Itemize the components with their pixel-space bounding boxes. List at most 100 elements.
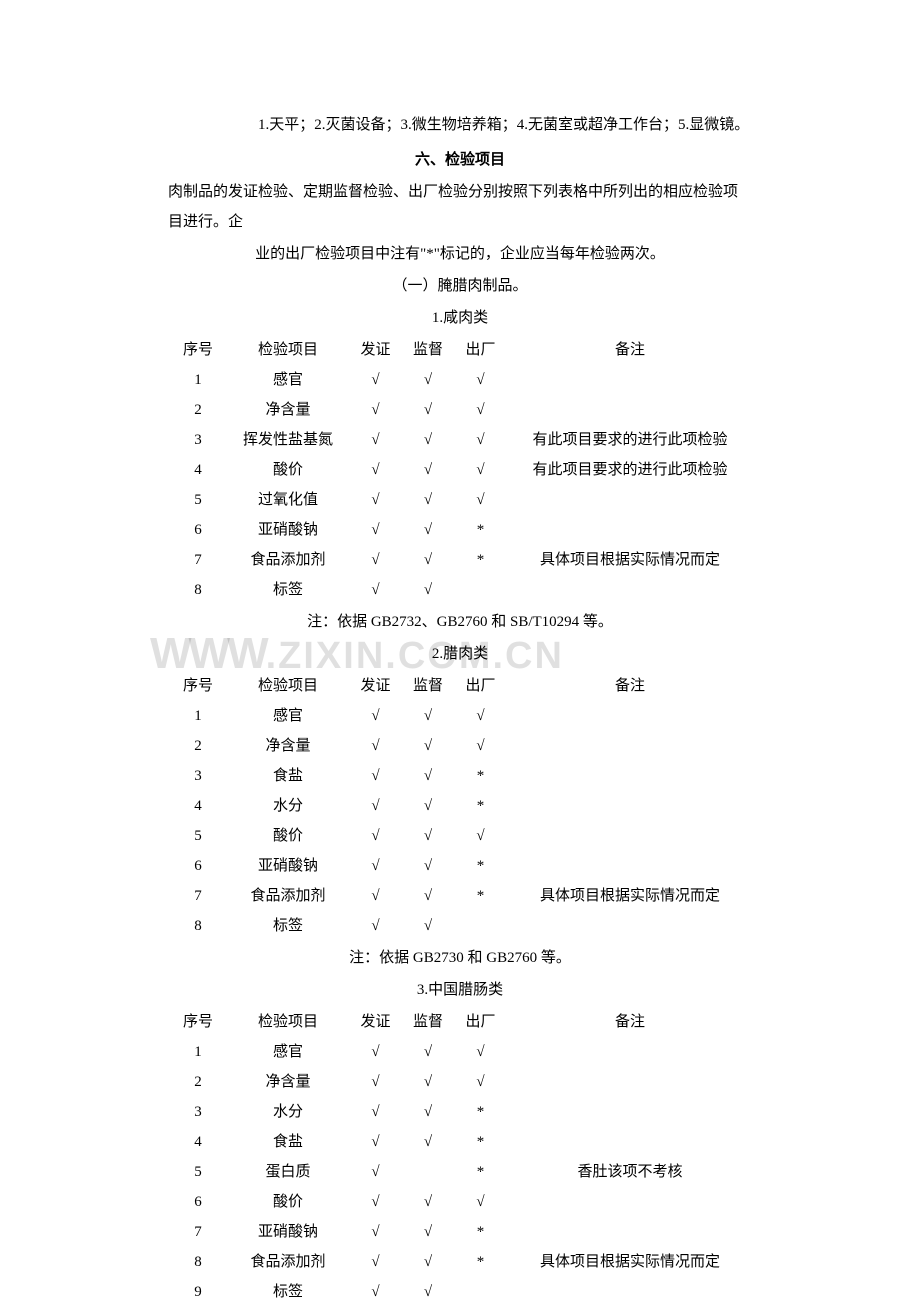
table-row: 6亚硝酸钠√√*: [168, 851, 752, 881]
table-row: 5过氧化值√√√: [168, 485, 752, 515]
table-cell: 5: [168, 1157, 228, 1187]
table-cell: 净含量: [228, 395, 348, 425]
table-cell: 8: [168, 1247, 228, 1277]
table-cell: [508, 791, 752, 821]
table-cell: 6: [168, 515, 228, 545]
table-cell: 食盐: [228, 761, 348, 791]
col-header: 发证: [348, 1007, 403, 1037]
col-header: 发证: [348, 671, 403, 701]
table-cell: √: [453, 485, 508, 515]
table-row: 7食品添加剂√√*具体项目根据实际情况而定: [168, 881, 752, 911]
equipment-list: 1.天平；2.灭菌设备；3.微生物培养箱；4.无菌室或超净工作台；5.显微镜。: [168, 110, 752, 140]
table-cell: 2: [168, 731, 228, 761]
table-cell: √: [453, 455, 508, 485]
table-row: 1感官√√√: [168, 365, 752, 395]
table-cell: √: [403, 1127, 453, 1157]
table-row: 4酸价√√√有此项目要求的进行此项检验: [168, 455, 752, 485]
table-row: 3食盐√√*: [168, 761, 752, 791]
table-cell: 8: [168, 575, 228, 605]
table-cell: √: [453, 1187, 508, 1217]
table2: 序号 检验项目 发证 监督 出厂 备注 1感官√√√2净含量√√√3食盐√√*4…: [168, 671, 752, 941]
table-header-row: 序号 检验项目 发证 监督 出厂 备注: [168, 1007, 752, 1037]
table-cell: √: [348, 1187, 403, 1217]
table-cell: √: [348, 485, 403, 515]
table-cell: √: [453, 821, 508, 851]
table-cell: [508, 911, 752, 941]
table-cell: 2: [168, 1067, 228, 1097]
table-cell: √: [403, 1067, 453, 1097]
table-cell: [508, 851, 752, 881]
table-cell: 有此项目要求的进行此项检验: [508, 455, 752, 485]
table-cell: √: [348, 545, 403, 575]
table-cell: √: [403, 1247, 453, 1277]
table-cell: 食品添加剂: [228, 1247, 348, 1277]
table-cell: √: [403, 1187, 453, 1217]
table-header-row: 序号 检验项目 发证 监督 出厂 备注: [168, 335, 752, 365]
table-cell: *: [453, 1127, 508, 1157]
col-header: 序号: [168, 1007, 228, 1037]
table-cell: √: [348, 761, 403, 791]
table-cell: √: [348, 455, 403, 485]
table-cell: √: [403, 911, 453, 941]
table-cell: [508, 1127, 752, 1157]
col-header: 监督: [403, 1007, 453, 1037]
table-cell: 1: [168, 701, 228, 731]
table-cell: 感官: [228, 701, 348, 731]
table-cell: 5: [168, 485, 228, 515]
table-cell: √: [403, 821, 453, 851]
table-cell: *: [453, 1247, 508, 1277]
table-row: 8标签√√: [168, 911, 752, 941]
table-row: 2净含量√√√: [168, 731, 752, 761]
table-cell: √: [453, 731, 508, 761]
table-row: 5酸价√√√: [168, 821, 752, 851]
table-cell: [508, 365, 752, 395]
table1: 序号 检验项目 发证 监督 出厂 备注 1感官√√√2净含量√√√3挥发性盐基氮…: [168, 335, 752, 605]
table-row: 9标签√√: [168, 1277, 752, 1307]
table-cell: √: [403, 731, 453, 761]
table-cell: √: [403, 1277, 453, 1307]
table-cell: [453, 911, 508, 941]
table-cell: [508, 821, 752, 851]
table-cell: 感官: [228, 1037, 348, 1067]
table-cell: 亚硝酸钠: [228, 851, 348, 881]
col-header: 检验项目: [228, 1007, 348, 1037]
col-header: 监督: [403, 335, 453, 365]
table-cell: 水分: [228, 1097, 348, 1127]
table-cell: 7: [168, 1217, 228, 1247]
table-cell: √: [348, 701, 403, 731]
table-cell: √: [403, 545, 453, 575]
table-cell: [508, 701, 752, 731]
table-cell: √: [403, 701, 453, 731]
table-cell: √: [453, 1067, 508, 1097]
col-header: 出厂: [453, 1007, 508, 1037]
table-cell: √: [348, 1037, 403, 1067]
table-cell: *: [453, 881, 508, 911]
table-cell: 标签: [228, 911, 348, 941]
table-cell: √: [403, 455, 453, 485]
table-cell: 4: [168, 455, 228, 485]
col-header: 检验项目: [228, 671, 348, 701]
table-cell: 过氧化值: [228, 485, 348, 515]
table-cell: √: [403, 575, 453, 605]
table-cell: 4: [168, 791, 228, 821]
col-header: 备注: [508, 671, 752, 701]
table-row: 5蛋白质√*香肚该项不考核: [168, 1157, 752, 1187]
table-cell: [508, 1277, 752, 1307]
col-header: 序号: [168, 671, 228, 701]
table-cell: 5: [168, 821, 228, 851]
table-cell: [508, 1037, 752, 1067]
table-cell: 标签: [228, 1277, 348, 1307]
table-cell: √: [453, 365, 508, 395]
table-cell: √: [403, 761, 453, 791]
table-cell: 食品添加剂: [228, 881, 348, 911]
table-cell: √: [453, 395, 508, 425]
table-cell: [508, 1097, 752, 1127]
table-cell: √: [403, 515, 453, 545]
table-cell: √: [453, 1037, 508, 1067]
table-cell: √: [403, 395, 453, 425]
table-cell: [508, 1067, 752, 1097]
table-cell: 1: [168, 365, 228, 395]
col-header: 备注: [508, 335, 752, 365]
table-row: 8食品添加剂√√*具体项目根据实际情况而定: [168, 1247, 752, 1277]
table-cell: 亚硝酸钠: [228, 515, 348, 545]
